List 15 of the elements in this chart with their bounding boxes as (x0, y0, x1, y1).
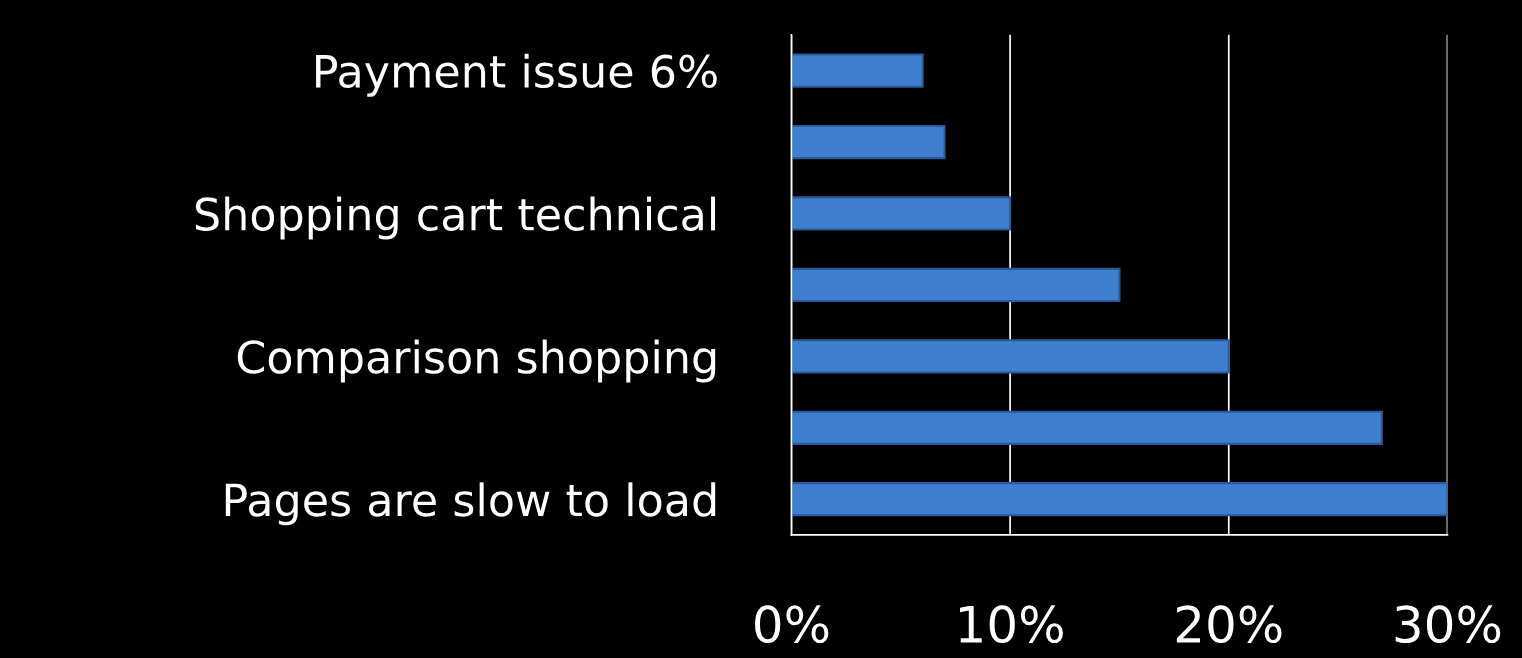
x-tick-label: 10% (960, 605, 1063, 644)
bar (791, 339, 1230, 374)
bar (791, 124, 946, 160)
bar (791, 410, 1383, 445)
bar (791, 53, 924, 88)
y-tick-label: Comparison shopping (237, 339, 716, 383)
x-tick-label: 20% (1176, 605, 1282, 644)
x-tick-label: 30% (1395, 605, 1501, 644)
y-tick-label: Payment issue 6% (316, 53, 717, 97)
y-tick-label: Shopping cart technical (195, 196, 716, 240)
bar (791, 267, 1121, 303)
bar (791, 196, 1012, 231)
y-tick-label: Pages are slow to load (225, 482, 716, 526)
bar (791, 482, 1448, 517)
x-tick-label: 0% (755, 605, 829, 644)
